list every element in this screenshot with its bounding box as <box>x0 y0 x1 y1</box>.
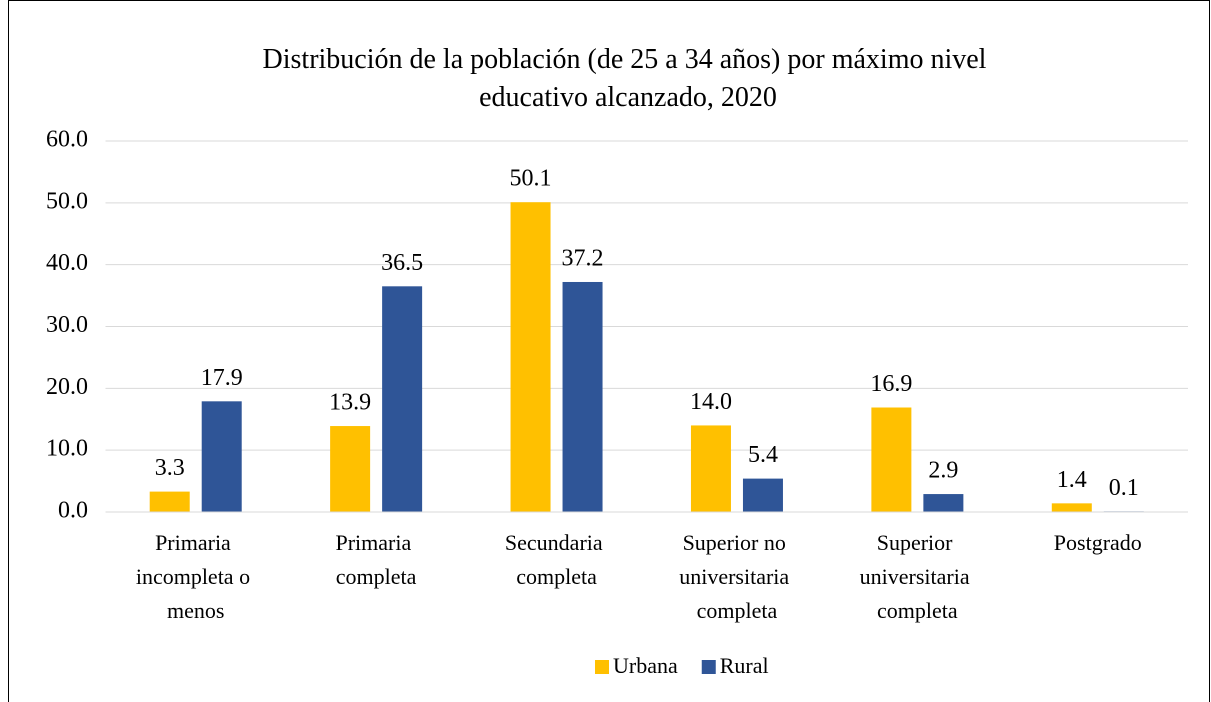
data-label: 50.1 <box>510 166 552 192</box>
bar <box>690 425 731 512</box>
data-label: 17.9 <box>201 365 243 391</box>
x-tick-label: Superior no universitaria completa <box>679 530 794 623</box>
x-tick-label: Postgrado <box>1054 530 1142 555</box>
x-tick-label: Primaria incompleta o menos <box>136 530 256 623</box>
data-label: 13.9 <box>329 390 371 416</box>
y-tick-label: 30.0 <box>46 312 88 338</box>
y-tick-label: 60.0 <box>46 127 88 153</box>
legend-label: Rural <box>720 653 769 678</box>
bar <box>382 286 423 512</box>
x-tick-label: Secundaria completa <box>505 530 608 589</box>
legend-label: Urbana <box>613 653 678 678</box>
data-label: 3.3 <box>155 455 185 481</box>
bar <box>871 407 912 512</box>
bar <box>201 401 242 512</box>
legend-swatch <box>595 660 609 674</box>
bar <box>742 478 783 512</box>
y-tick-label: 0.0 <box>58 498 88 524</box>
data-label: 37.2 <box>562 245 604 271</box>
y-tick-label: 50.0 <box>46 188 88 214</box>
chart-title: Distribución de la población (de 25 a 34… <box>263 44 994 113</box>
data-label: 2.9 <box>928 458 958 484</box>
legend-swatch <box>701 660 716 674</box>
bar <box>149 491 190 512</box>
data-label: 36.5 <box>381 250 423 276</box>
data-label: 0.1 <box>1109 475 1139 501</box>
y-tick-label: 20.0 <box>46 374 88 400</box>
x-tick-label: Superior universitaria completa <box>860 530 975 623</box>
bar <box>562 281 603 512</box>
data-label: 16.9 <box>870 371 912 397</box>
bar <box>510 202 551 512</box>
bar <box>1051 503 1092 512</box>
data-label: 14.0 <box>690 389 732 415</box>
data-label: 5.4 <box>748 442 778 468</box>
bar <box>330 426 371 512</box>
data-label: 1.4 <box>1057 467 1087 493</box>
y-tick-label: 10.0 <box>46 436 88 462</box>
bar <box>923 494 964 512</box>
y-tick-label: 40.0 <box>46 250 88 276</box>
x-tick-label: Primaria completa <box>335 530 416 589</box>
chart-frame <box>8 0 1210 702</box>
